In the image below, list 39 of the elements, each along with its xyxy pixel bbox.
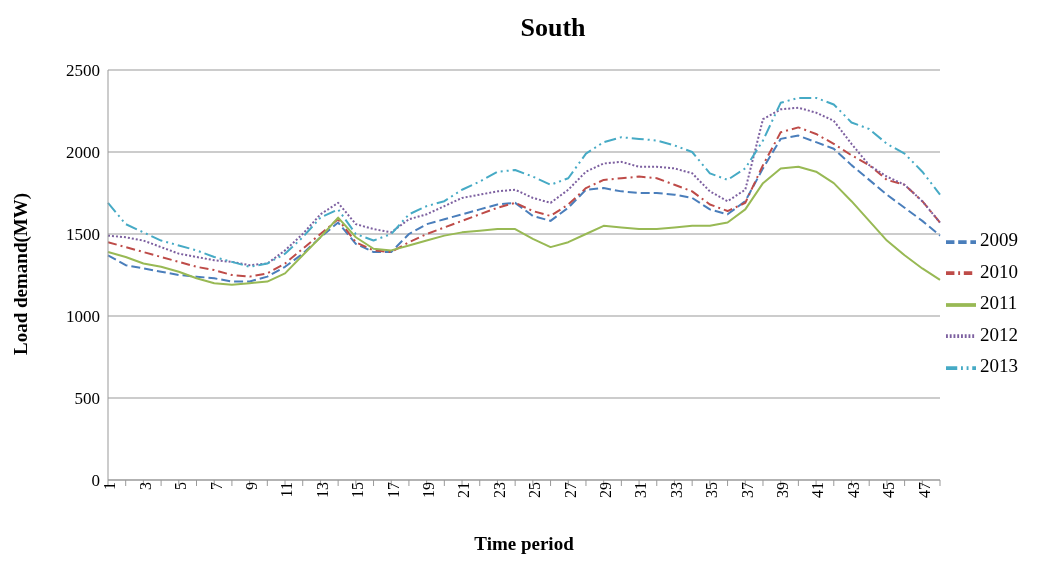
x-tick-label: 33 bbox=[667, 482, 685, 498]
x-tick-label: 41 bbox=[809, 482, 827, 498]
chart-title: South bbox=[519, 12, 587, 44]
y-tick-label: 2000 bbox=[66, 143, 100, 163]
legend-label: 2009 bbox=[980, 228, 1018, 250]
x-tick-label: 47 bbox=[915, 482, 933, 498]
x-tick-label: 21 bbox=[455, 482, 473, 498]
x-tick-label: 37 bbox=[738, 482, 756, 498]
x-tick-label: 25 bbox=[526, 482, 544, 498]
y-tick-label: 2500 bbox=[66, 61, 100, 81]
x-tick-label: 1 bbox=[101, 482, 119, 490]
x-tick-label: 17 bbox=[384, 482, 402, 498]
x-tick-label: 43 bbox=[844, 482, 862, 498]
x-tick-label: 23 bbox=[490, 482, 508, 498]
x-axis-title: Time period bbox=[474, 533, 575, 554]
x-tick-label: 19 bbox=[420, 482, 437, 498]
legend-label: 2010 bbox=[980, 260, 1018, 282]
legend-label: 2012 bbox=[980, 323, 1018, 345]
x-tick-label: 27 bbox=[561, 482, 579, 498]
x-tick-label: 35 bbox=[703, 482, 721, 498]
legend-label: 2011 bbox=[980, 292, 1018, 314]
x-tick-label: 29 bbox=[597, 482, 615, 498]
x-tick-label: 13 bbox=[313, 482, 331, 498]
x-tick-label: 9 bbox=[242, 482, 260, 490]
legend-label: 2013 bbox=[980, 355, 1018, 377]
y-axis-title: Load demand(MW) bbox=[9, 192, 32, 355]
x-tick-label: 7 bbox=[207, 482, 225, 490]
y-tick-label: 1000 bbox=[66, 307, 100, 327]
x-tick-label: 15 bbox=[349, 482, 367, 498]
x-tick-label: 39 bbox=[774, 482, 792, 498]
y-tick-label: 1500 bbox=[66, 225, 100, 245]
x-tick-label: 11 bbox=[278, 482, 296, 498]
x-tick-label: 3 bbox=[136, 482, 154, 490]
x-tick-label: 5 bbox=[172, 482, 190, 490]
y-tick-label: 0 bbox=[91, 471, 100, 491]
line-series bbox=[107, 165, 941, 286]
y-tick-label: 500 bbox=[74, 389, 100, 409]
x-tick-label: 45 bbox=[880, 482, 898, 498]
x-tick-label: 31 bbox=[632, 482, 650, 498]
